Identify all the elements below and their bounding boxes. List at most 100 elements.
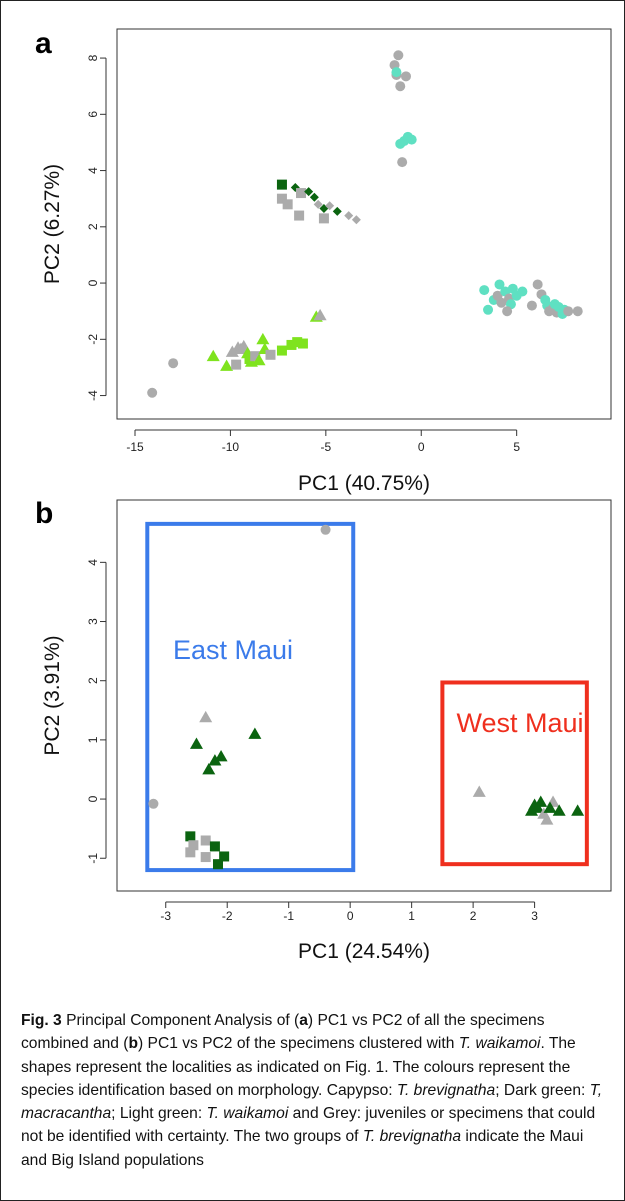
panel-a-data-point (292, 337, 303, 348)
panel-b-data-point (200, 835, 211, 846)
panel-a-plot-frame (116, 28, 612, 420)
panel-a-data-point (400, 71, 411, 82)
panel-a-data-point (265, 349, 276, 360)
panel-b-data-point (185, 831, 196, 842)
panel-b-data-point (212, 859, 223, 870)
panel-b-data-point (188, 840, 199, 851)
panel-a-data-point (309, 192, 319, 202)
caption-fragment: T. brevignatha (396, 1081, 496, 1099)
panel-a-data-point (297, 338, 308, 349)
panel-a-data-point (395, 81, 406, 92)
panel-a-data-point (282, 199, 293, 210)
panel-a-data-point (294, 210, 305, 221)
panel-a-data-point (147, 387, 158, 398)
caption-fragment: ; Dark green: (495, 1081, 590, 1099)
panel-b-plot-frame (116, 499, 612, 892)
panel-b-y-tick-label: 0 (86, 795, 100, 802)
panel-b-y-tick-label: 3 (86, 618, 100, 625)
panel-a-x-tick-label: -5 (320, 440, 331, 454)
panel-b-y-tick-label: 2 (86, 677, 100, 684)
panel-a-data-point (483, 304, 494, 315)
caption-fragment: ) PC1 vs PC2 of the specimens clustered … (138, 1035, 459, 1053)
figure-caption: Fig. 3 Principal Component Analysis of (… (21, 1009, 611, 1172)
panel-a-data-point (313, 308, 327, 321)
panel-a-data-point (479, 285, 490, 296)
panel-b-data-point (148, 798, 159, 809)
caption-fragment: T. waikamoi (458, 1035, 541, 1053)
caption-fragment: Principal Component Analysis of ( (61, 1012, 300, 1029)
panel-a-data-point (351, 215, 361, 225)
caption-fragment: ; Light green: (111, 1105, 207, 1123)
panel-b-data-point (531, 801, 545, 813)
panel-a-data-point (252, 353, 266, 366)
panel-b-y-tick-label: 1 (86, 736, 100, 743)
panel-a-x-tick-label: -15 (126, 440, 144, 454)
panel-a-y-tick-label: 8 (86, 54, 100, 61)
panel-a-data-point (325, 201, 335, 211)
panel-a-data-point (496, 297, 507, 308)
panel-b-data-point (185, 847, 196, 858)
panel-b-y-axis-title: PC2 (3.91%) (41, 635, 64, 755)
panel-b-x-tick-label: 3 (531, 909, 538, 923)
panel-a-data-point (304, 187, 314, 197)
panel-b-region-label: East Maui (173, 635, 293, 665)
panel-b-data-point (525, 804, 539, 816)
panel-b-data-point (543, 801, 557, 813)
panel-a-data-point (313, 199, 323, 209)
caption-fragment: ) PC1 vs PC2 of all the specimens combin… (21, 1012, 545, 1053)
panel-a-data-point (276, 193, 287, 204)
panel-b-data-point (219, 851, 230, 862)
panel-a-data-point (318, 213, 329, 224)
panel-a-data-point (332, 206, 342, 216)
panel-a-data-point (220, 359, 234, 371)
panel-a-data-point (286, 339, 297, 350)
panel-a-x-tick-label: 0 (418, 440, 425, 454)
panel-b-data-point (472, 785, 486, 797)
panel-a-data-point (395, 138, 406, 149)
panel-a-data-point (563, 306, 574, 317)
panel-a-data-point (168, 358, 179, 369)
panel-b-data-point (214, 749, 228, 762)
panel-b-region-box (145, 521, 356, 873)
panel-a-y-tick-label: -4 (86, 390, 100, 401)
panel-b-y-tick-label: -1 (86, 853, 100, 864)
panel-b-data-point (200, 852, 211, 863)
panel-b-x-tick-label: 1 (408, 909, 415, 923)
panel-b-x-tick-label: 2 (470, 909, 477, 923)
panel-a-x-axis-title: PC1 (40.75%) (298, 472, 430, 495)
panel-b-data-point (248, 727, 262, 739)
panel-a-data-point (502, 306, 513, 317)
panel-b-data-point (189, 737, 203, 749)
panel-b-x-tick-label: 0 (347, 909, 354, 923)
panel-a-y-tick-label: 2 (86, 223, 100, 230)
panel-b-x-tick-label: -2 (222, 909, 233, 923)
panel-a-data-point (572, 306, 583, 317)
panel-a-y-tick-label: 4 (86, 167, 100, 174)
panel-b-data-point (552, 804, 566, 816)
panel-b-data-point (534, 795, 548, 807)
panel-a-y-tick-label: 0 (86, 279, 100, 286)
panel-b-x-axis-title: PC1 (24.54%) (298, 940, 430, 963)
panel-a-label: a (35, 27, 52, 60)
panel-a-data-point (276, 179, 287, 190)
panel-a-data-point (344, 211, 354, 221)
panel-a-y-axis-title: PC2 (6.27%) (41, 164, 64, 284)
panel-a-y-tick-label: 6 (86, 111, 100, 118)
panel-a-data-point (391, 67, 402, 78)
panel-a-data-point (276, 345, 287, 356)
panel-b-data-point (208, 754, 222, 766)
panel-b-label: b (35, 497, 53, 530)
panel-a-data-point (206, 349, 220, 362)
panel-b-region-label: West Maui (456, 708, 583, 738)
caption-fig-label: Fig. 3 (21, 1012, 62, 1029)
caption-fragment: a (299, 1012, 308, 1029)
panel-b-data-point (199, 710, 213, 723)
panel-b-data-point (571, 804, 585, 816)
panel-a-data-point (231, 359, 242, 370)
panel-a-data-point (256, 332, 270, 345)
caption-fragment: and Grey: juveniles or specimens that co… (21, 1105, 596, 1146)
panel-b-data-point (320, 524, 331, 535)
panel-a-data-point (494, 279, 505, 290)
panel-b-region-box (440, 680, 589, 867)
